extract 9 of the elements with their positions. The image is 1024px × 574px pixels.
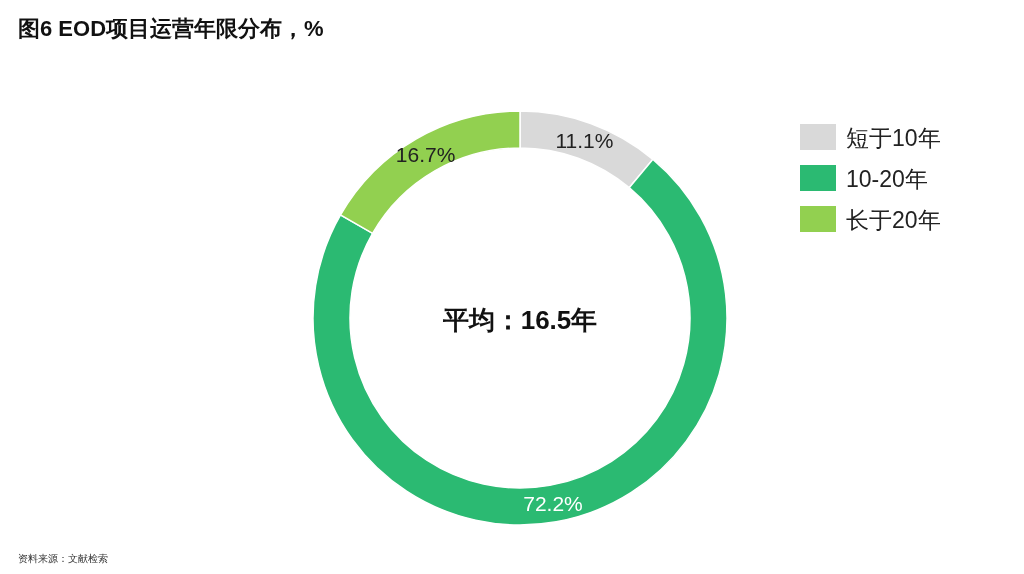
chart-title: 图6 EOD项目运营年限分布，% [18, 16, 324, 41]
legend-label: 10-20年 [846, 166, 928, 192]
data-label: 11.1% [555, 129, 614, 153]
legend-label: 长于20年 [846, 207, 941, 233]
text: 资料来源：文献检索 [18, 553, 108, 564]
text: 平均：16.5年 [441, 305, 598, 335]
data-label: 72.2% [523, 492, 583, 516]
data-label: 16.7% [395, 143, 456, 167]
legend-label: 短于10年 [846, 125, 941, 151]
